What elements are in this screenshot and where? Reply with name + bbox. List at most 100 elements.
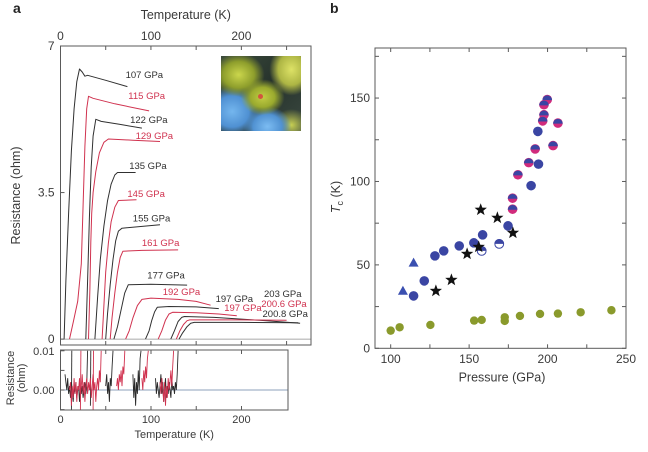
y-tick-label: 100 [350,174,370,188]
marker-half-open-circle [494,238,505,249]
noise-trace-red-traces [79,350,82,410]
x-tick-label: 200 [538,352,558,366]
y-tick-label: 50 [357,258,371,272]
resistance-curve-192-gpa [125,297,211,340]
resistance-curve-129-gpa [88,138,161,340]
marker-blue-circle [430,251,440,261]
plot-frame [374,47,627,349]
marker-blue-magenta-circle [523,157,534,168]
marker-blue-circle [454,241,465,251]
marker-upper-half [542,95,553,101]
marker-olive-circle [386,326,395,335]
marker-upper-half [539,110,549,116]
marker-blue-circle [477,230,488,240]
marker-star [429,284,442,297]
y-tick-label: 3.5 [38,186,55,200]
marker-upper-half [513,170,523,176]
marker-star [506,226,520,239]
x-tick-label: 200 [232,414,250,426]
y-axis-title-unit: (K) [329,181,343,201]
curve-pressure-label: 192 GPa [163,287,201,298]
x-axis-title: Temperature (K) [141,8,231,22]
resistance-curve-177-gpa [113,283,188,340]
marker-blue-magenta-circle [539,99,549,110]
marker-filled-half [494,239,505,244]
marker-blue-circle [526,180,536,191]
noise-trace-red-traces [69,350,102,406]
x-tick-label: 200 [231,29,251,43]
curve-pressure-label: 203 GPa [264,289,302,300]
noise-trace-red-traces [159,350,175,406]
marker-star [472,240,485,253]
x-tick-label: 100 [141,29,161,43]
plot-frame [60,349,289,411]
y-tick-label: 0 [48,332,55,346]
marker-olive-circle [515,311,525,321]
curve-pressure-label: 107 GPa [126,70,164,81]
panel-b-label: b [330,0,339,16]
y-axis-title: Resistance (ohm) [9,147,23,245]
y-axis-title-line: Resistance [5,351,17,405]
y-tick-label: 150 [350,91,370,105]
resistance-curve-197-gpa [145,306,219,340]
noise-trace-black-traces [105,350,114,402]
marker-star [474,203,487,216]
marker-olive-circle [607,306,616,315]
curve-pressure-label: 161 GPa [142,238,180,249]
marker-olive-circle [395,323,404,332]
marker-upper-half [539,100,549,106]
curve-pressure-label: 115 GPa [128,91,166,102]
noise-trace-red-traces [141,350,149,391]
marker-upper-half [523,158,534,164]
resistance-curve-145-gpa [101,199,137,340]
marker-blue-magenta-circle [548,140,558,151]
panel-a-label: a [13,0,21,16]
marker-upper-half [537,116,548,122]
resistance-curve-155-gpa [105,224,161,340]
marker-olive-circle [469,316,479,325]
marker-blue-magenta-circle [553,118,563,128]
curve-pressure-label: 145 GPa [127,189,165,200]
y-axis-title: Tc (K) [329,181,345,213]
x-tick-label: 250 [616,352,636,366]
sample-photo-inset [221,56,301,131]
y-tick-label: 0.00 [33,385,54,397]
noise-trace-red-traces [116,350,126,391]
marker-star [460,247,474,260]
resistance-curve-115-gpa [69,95,150,340]
marker-blue-magenta-circle [513,169,523,180]
resistance-curve-107-gpa [63,68,128,340]
marker-blue-circle [408,291,419,301]
curve-pressure-label: 200.8 GPa [263,309,309,320]
panel-a-low-resistance-plot: 0 100 200 0.01 0.00 Temperature (K) Resistance… [5,346,289,441]
curve-pressure-label: 200.6 GPa [261,299,307,310]
marker-blue-magenta-circle [507,204,518,214]
marker-olive-circle [576,308,585,317]
marker-blue-circle [503,221,513,231]
x-tick-label: 100 [381,352,401,366]
marker-triangle [408,257,419,267]
y-axis-title-symbol: T [329,204,343,213]
curve-pressure-label: 122 GPa [130,115,168,126]
y-axis-title-line: (ohm) [16,364,28,393]
y-tick-label: 7 [48,39,55,53]
noise-trace-black-traces [132,350,142,406]
resistance-curve-197-gpa [157,311,237,340]
marker-blue-circle [533,126,543,137]
plot-frame [60,45,312,346]
curve-pressure-label: 129 GPa [136,131,174,142]
marker-upper-half [507,204,518,210]
marker-olive-circle [426,320,435,330]
x-tick-label: 0 [57,414,63,426]
x-axis-title: Temperature (K) [135,429,214,441]
resistance-curve-122-gpa [85,118,142,340]
marker-olive-circle [477,315,486,325]
y-axis-title-subscript: c [335,201,345,206]
marker-star [491,211,504,224]
x-tick-label: 100 [142,414,160,426]
resistance-curve-135-gpa [94,172,136,340]
curve-pressure-label: 197 GPa [216,294,254,305]
curve-pressure-label: 177 GPa [147,270,185,281]
marker-olive-circle [553,309,563,318]
marker-olive-circle [500,316,509,326]
